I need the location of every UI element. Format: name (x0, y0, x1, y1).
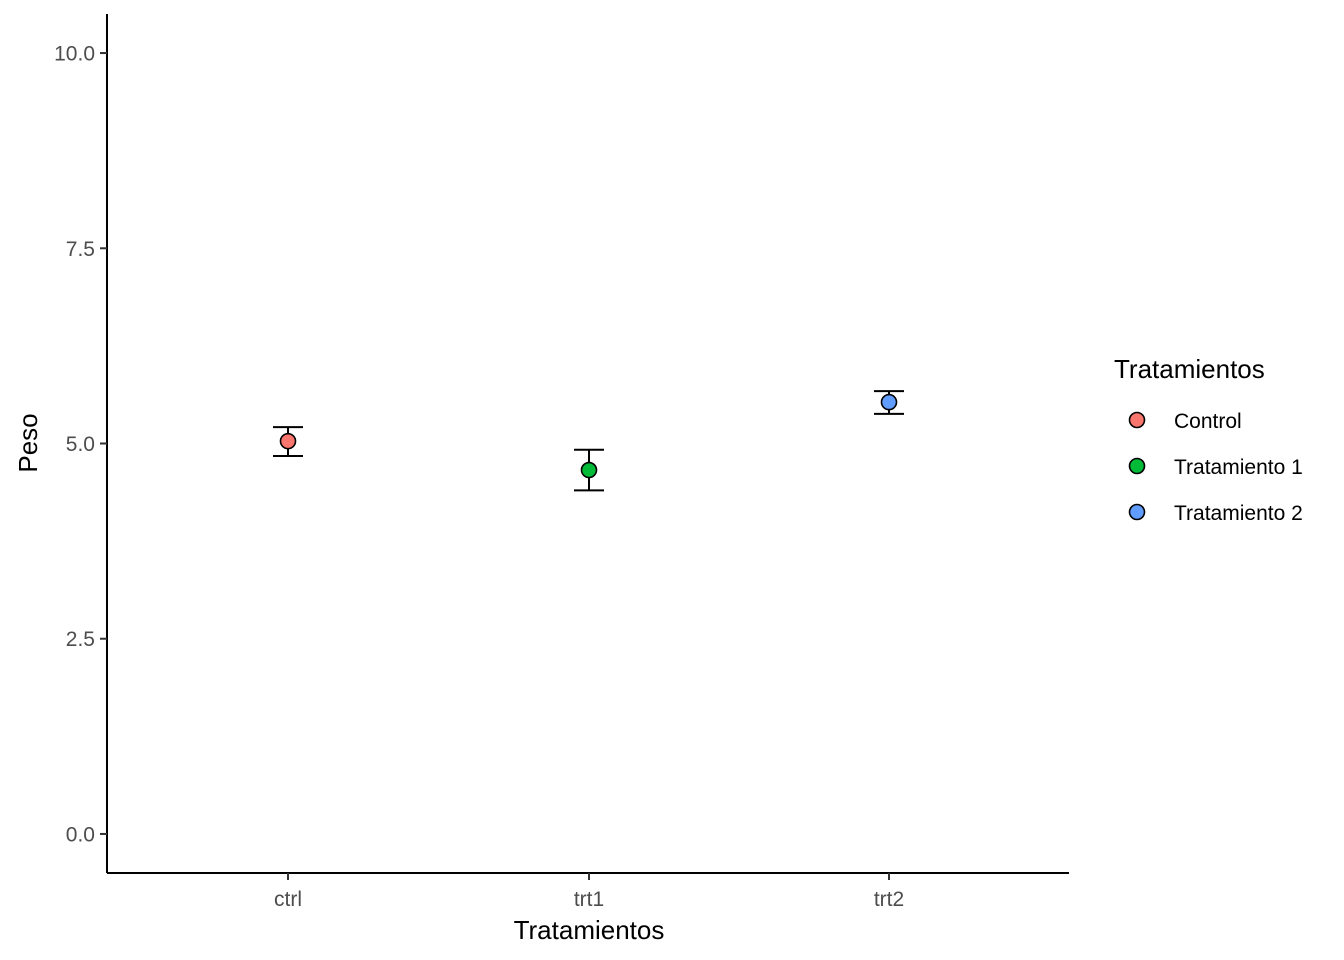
legend-key (1128, 503, 1146, 521)
legend-key (1128, 411, 1146, 429)
y-tick-label: 7.5 (66, 238, 95, 261)
legend-item: Control (1128, 410, 1242, 433)
legend-key (1128, 457, 1146, 475)
x-tick-label: ctrl (274, 888, 302, 911)
y-tick-label: 0.0 (66, 823, 95, 846)
data-point (580, 461, 598, 479)
x-tick-label: trt1 (574, 888, 604, 911)
y-axis: 0.0 2.5 5.0 7.5 10.0 (54, 14, 108, 873)
data-point (880, 393, 898, 411)
legend-label: Tratamiento 1 (1174, 456, 1303, 479)
legend-label: Tratamiento 2 (1174, 502, 1303, 525)
x-axis-title: Tratamientos (514, 915, 665, 945)
y-tick-label: 10.0 (54, 43, 95, 66)
legend-label: Control (1174, 410, 1242, 433)
y-tick-label: 2.5 (66, 628, 95, 651)
y-tick-label: 5.0 (66, 433, 95, 456)
data-point-group (574, 448, 604, 492)
data-point (279, 432, 297, 450)
legend-item: Tratamiento 2 (1128, 502, 1303, 525)
plot-marks (273, 390, 904, 492)
legend-item: Tratamiento 1 (1128, 456, 1303, 479)
legend: Tratamientos Control Tratamiento 1 Tratami… (1114, 354, 1303, 525)
x-axis: ctrl trt1 trt2 (107, 872, 1069, 911)
x-tick-label: trt2 (874, 888, 904, 911)
data-point-group (874, 390, 904, 415)
data-point-group (273, 426, 303, 457)
legend-title: Tratamientos (1114, 354, 1265, 384)
y-axis-title: Peso (13, 413, 43, 472)
